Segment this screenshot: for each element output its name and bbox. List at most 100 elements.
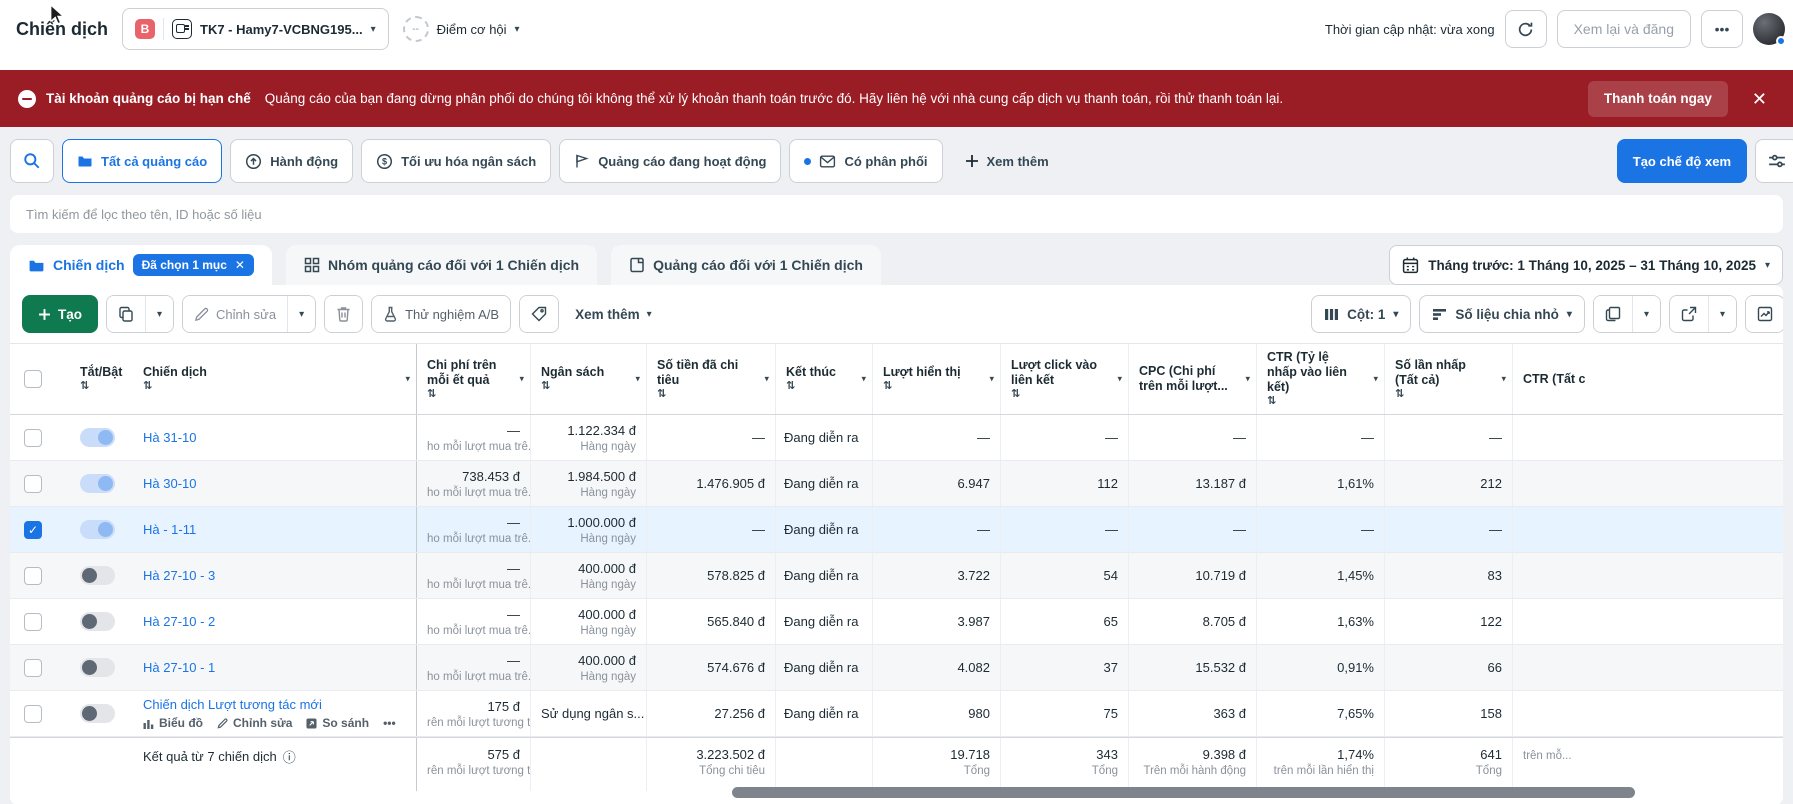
column-filter-icon[interactable]: ▾ xyxy=(764,373,769,384)
reports-button[interactable] xyxy=(1593,296,1632,332)
tag-button[interactable] xyxy=(520,296,559,332)
create-button[interactable]: Tạo xyxy=(22,295,99,333)
header-cost-per-result[interactable]: Chi phí trên mỗi ết quả ⇅ ▾ xyxy=(416,344,530,415)
campaign-toggle[interactable] xyxy=(80,704,115,724)
search-filter-button[interactable] xyxy=(10,139,54,183)
info-icon[interactable]: ⓘ xyxy=(282,750,296,766)
duplicate-button[interactable] xyxy=(107,296,146,332)
date-range-picker[interactable]: Tháng trước: 1 Tháng 10, 2025 – 31 Tháng… xyxy=(1389,245,1783,285)
pay-now-button[interactable]: Thanh toán ngay xyxy=(1587,80,1728,117)
create-view-button[interactable]: Tạo chế độ xem xyxy=(1616,139,1747,183)
column-filter-icon[interactable]: ▾ xyxy=(989,373,994,384)
duplicate-dropdown[interactable]: ▾ xyxy=(145,296,174,332)
toolbar-see-more[interactable]: Xem thêm ▾ xyxy=(567,307,660,322)
campaign-toggle[interactable] xyxy=(80,520,115,540)
chevron-down-icon: ▾ xyxy=(299,308,305,320)
row-checkbox[interactable] xyxy=(24,566,42,585)
campaign-link[interactable]: Chiến dịch Lượt tương tác mới xyxy=(143,697,322,713)
breakdown-button[interactable]: Số liệu chia nhỏ ▾ xyxy=(1419,295,1585,333)
avatar[interactable] xyxy=(1753,13,1786,46)
campaign-link[interactable]: Hà - 1-11 xyxy=(143,522,197,538)
campaign-link[interactable]: Hà 30-10 xyxy=(143,476,197,492)
row-checkbox[interactable] xyxy=(24,704,42,723)
header-ctr-all[interactable]: CTR (Tất c xyxy=(1512,344,1783,415)
export-dropdown[interactable]: ▾ xyxy=(1707,296,1736,332)
header-clicks-all[interactable]: Số lần nhấp (Tất cả) ⇅ ▾ xyxy=(1384,344,1512,415)
close-icon[interactable]: ✕ xyxy=(1751,88,1767,109)
column-filter-icon[interactable]: ▾ xyxy=(405,373,410,384)
reports-dropdown[interactable]: ▾ xyxy=(1631,296,1660,332)
filter-chip-active-ads[interactable]: Quảng cáo đang hoạt động xyxy=(559,139,782,183)
row-checkbox[interactable]: ✓ xyxy=(24,520,42,539)
campaign-link[interactable]: Hà 27-10 - 1 xyxy=(143,660,216,676)
header-budget[interactable]: Ngân sách ⇅ ▾ xyxy=(530,344,646,415)
row-checkbox[interactable] xyxy=(24,658,42,677)
header-ctr-link[interactable]: CTR (Tỷ lệ nhấp vào liên kết) ⇅ ▾ xyxy=(1256,344,1384,415)
edit-button[interactable]: Chỉnh sửa xyxy=(183,296,288,332)
column-filter-icon[interactable]: ▾ xyxy=(1501,373,1506,384)
header-end[interactable]: Kết thúc ⇅ ▾ xyxy=(775,344,872,415)
filter-chip-see-more[interactable]: Xem thêm xyxy=(951,139,1063,183)
delete-button[interactable] xyxy=(325,296,363,332)
header-amount-spent[interactable]: Số tiền đã chi tiêu ⇅ ▾ xyxy=(646,344,775,415)
column-filter-icon[interactable]: ▾ xyxy=(1373,373,1378,384)
campaign-link[interactable]: Hà 27-10 - 3 xyxy=(143,568,216,584)
clear-selection-icon[interactable]: ✕ xyxy=(234,258,245,272)
review-publish-button[interactable]: Xem lại và đăng xyxy=(1556,10,1691,48)
row-action-compare[interactable]: So sánh xyxy=(306,716,369,730)
campaign-toggle[interactable] xyxy=(80,566,115,586)
campaign-toggle[interactable] xyxy=(80,658,115,678)
header-campaign[interactable]: Chiến dịch ⇅ ▾ xyxy=(133,344,416,414)
row-action-edit[interactable]: Chỉnh sửa xyxy=(217,716,292,730)
header-link-clicks[interactable]: Lượt click vào liên kết ⇅ ▾ xyxy=(1000,344,1128,415)
cell-spent: 1.476.905 đ xyxy=(646,461,775,507)
column-filter-icon[interactable]: ▾ xyxy=(1117,373,1122,384)
campaign-toggle[interactable] xyxy=(80,428,115,448)
opportunity-score-menu[interactable]: -- Điểm cơ hội ▾ xyxy=(402,16,520,42)
more-options-button[interactable]: ••• xyxy=(1701,10,1743,48)
campaign-link[interactable]: Hà 27-10 - 2 xyxy=(143,614,216,630)
campaign-toggle[interactable] xyxy=(80,474,115,494)
table-header-row: Tắt/Bật ⇅ Chiến dịch ⇅ ▾ Chi phí trên mỗi ế… xyxy=(10,343,1783,416)
scrollbar-thumb[interactable] xyxy=(732,787,1635,798)
column-filter-icon[interactable]: ▾ xyxy=(519,373,524,384)
header-impressions[interactable]: Lượt hiển thị ⇅ ▾ xyxy=(872,344,1000,415)
filter-chip-action[interactable]: Hành động xyxy=(230,139,354,183)
view-settings-button[interactable] xyxy=(1755,139,1793,183)
filter-chip-all-ads[interactable]: Tất cả quảng cáo xyxy=(62,139,223,183)
row-checkbox[interactable] xyxy=(24,474,42,493)
header-cpc[interactable]: CPC (Chi phí trên mỗi lượt... ▾ xyxy=(1128,344,1256,415)
filter-chip-budget-optimization[interactable]: $ Tối ưu hóa ngân sách xyxy=(361,139,552,183)
columns-button[interactable]: Cột: 1 ▾ xyxy=(1311,295,1412,333)
row-checkbox[interactable] xyxy=(24,612,42,631)
account-name: TK7 - Hamy7-VCBNG195... xyxy=(200,21,363,37)
cell-end: Đang diễn ra xyxy=(775,461,872,507)
search-bar xyxy=(10,195,1783,233)
column-filter-icon[interactable]: ▾ xyxy=(1245,373,1250,384)
filter-chip-has-delivery[interactable]: Có phân phối xyxy=(789,139,943,183)
edit-dropdown[interactable]: ▾ xyxy=(287,296,316,332)
row-more-actions-icon[interactable]: ••• xyxy=(383,716,396,731)
tag-icon xyxy=(531,306,547,322)
campaign-toggle[interactable] xyxy=(80,612,115,632)
tab-campaigns[interactable]: Chiến dịch Đã chọn 1 mục ✕ xyxy=(10,245,272,285)
tab-ads[interactable]: Quảng cáo đối với 1 Chiến dịch xyxy=(611,245,881,285)
export-button[interactable] xyxy=(1669,296,1708,332)
column-filter-icon[interactable]: ▾ xyxy=(635,373,640,384)
search-input[interactable] xyxy=(10,195,1783,233)
row-checkbox[interactable] xyxy=(24,428,42,447)
ab-test-button[interactable]: Thử nghiệm A/B xyxy=(372,296,511,332)
refresh-button[interactable] xyxy=(1504,10,1547,48)
tab-ad-sets[interactable]: Nhóm quảng cáo đối với 1 Chiến dịch xyxy=(285,245,598,285)
charts-button[interactable] xyxy=(1746,296,1783,332)
sort-icon: ⇅ xyxy=(427,387,437,400)
cell-campaign-name: Hà 27-10 - 3 xyxy=(133,553,416,598)
row-action-chart[interactable]: Biểu đồ xyxy=(143,716,203,730)
account-selector[interactable]: B TK7 - Hamy7-VCBNG195... ▾ xyxy=(122,8,389,50)
campaign-link[interactable]: Hà 31-10 xyxy=(143,430,197,446)
chip-label: Quảng cáo đang hoạt động xyxy=(598,153,767,169)
header-toggle[interactable]: Tắt/Bật ⇅ xyxy=(70,344,133,414)
select-all-checkbox[interactable] xyxy=(24,370,42,389)
row-action-label: So sánh xyxy=(322,716,370,731)
column-filter-icon[interactable]: ▾ xyxy=(861,373,866,384)
